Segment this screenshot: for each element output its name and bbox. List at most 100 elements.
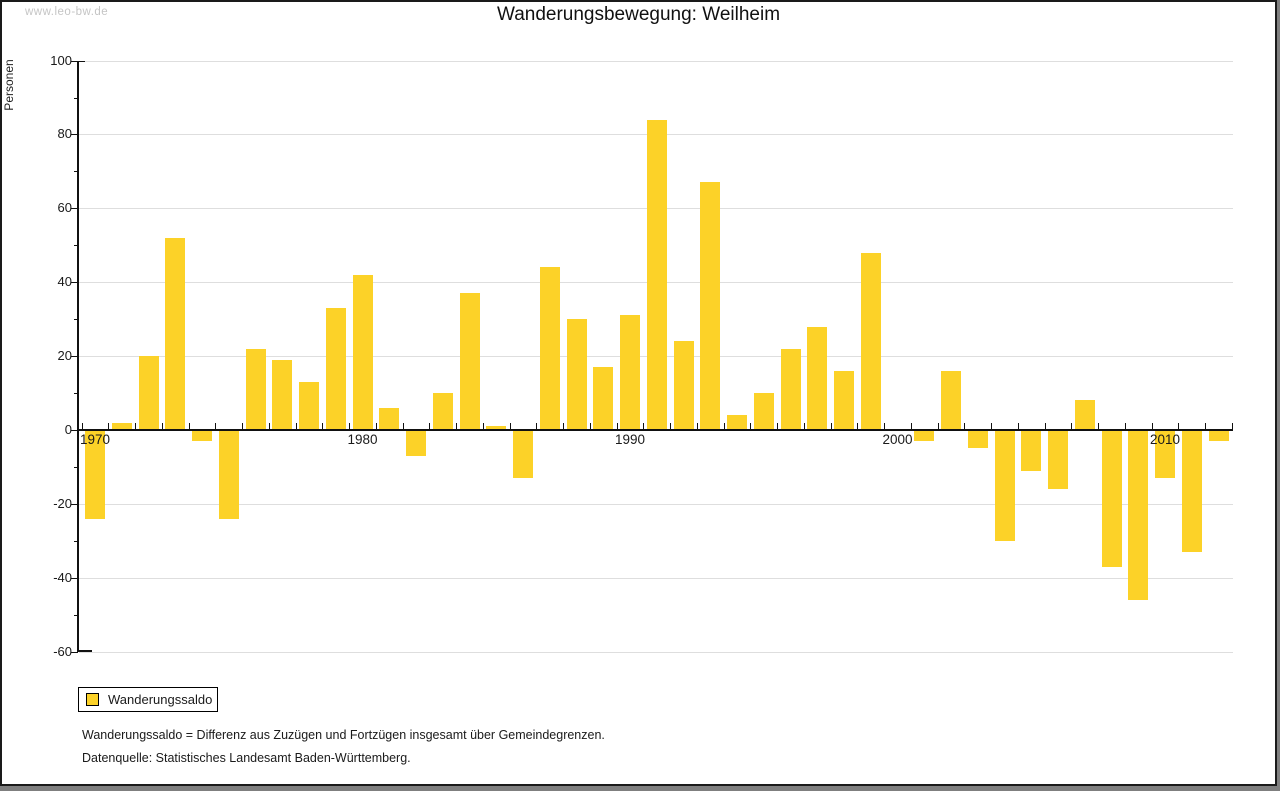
y-minor-tick — [73, 615, 78, 616]
bar-2012 — [1208, 430, 1229, 442]
y-tick — [70, 134, 78, 135]
bar-2006 — [1048, 430, 1068, 490]
x-tick-label: 1990 — [614, 432, 646, 447]
chart-title: Wanderungsbewegung: Weilheim — [496, 4, 781, 25]
y-minor-tick — [73, 319, 78, 320]
bar-1979 — [325, 308, 346, 430]
x-tick — [429, 423, 431, 429]
x-tick — [589, 423, 591, 429]
x-tick — [750, 423, 752, 429]
y-tick — [70, 356, 78, 357]
x-tick — [456, 423, 458, 429]
x-tick — [777, 423, 779, 429]
x-tick — [215, 423, 217, 429]
legend-label: Wanderungssaldo — [108, 692, 213, 707]
x-tick — [1044, 423, 1046, 429]
bar-1975 — [218, 430, 239, 519]
x-tick — [1205, 423, 1207, 429]
y-tick-label: 100 — [50, 53, 72, 68]
bar-1982 — [406, 430, 426, 456]
x-tick — [375, 423, 377, 429]
x-tick — [108, 423, 110, 429]
bar-2010 — [1155, 430, 1175, 479]
y-minor-tick — [73, 541, 78, 542]
bar-1999 — [860, 252, 881, 430]
bar-1985 — [486, 426, 507, 430]
footnote-source: Datenquelle: Statistisches Landesamt Bad… — [82, 751, 411, 765]
footnote-definition: Wanderungssaldo = Differenz aus Zuzügen … — [82, 728, 605, 742]
bar-1993 — [700, 182, 721, 430]
y-minor-tick — [73, 98, 78, 99]
bar-1986 — [513, 430, 533, 479]
bar-1970 — [85, 430, 105, 519]
bar-2007 — [1074, 400, 1095, 430]
y-tick — [70, 282, 78, 283]
y-axis-top-stub — [78, 60, 85, 63]
gridline — [78, 504, 1233, 505]
x-tick — [964, 423, 966, 429]
x-tick — [643, 423, 645, 429]
x-tick — [322, 423, 324, 429]
bar-2008 — [1101, 430, 1122, 567]
gridline — [78, 652, 1233, 653]
x-tick — [1098, 423, 1100, 429]
x-tick — [482, 423, 484, 429]
bar-1994 — [727, 415, 747, 430]
x-tick — [509, 423, 511, 429]
y-minor-tick — [73, 171, 78, 172]
y-minor-tick — [73, 467, 78, 468]
x-tick — [1178, 423, 1180, 429]
x-tick — [670, 423, 672, 429]
x-tick — [884, 423, 886, 429]
watermark: www.leo-bw.de — [25, 6, 109, 18]
y-tick — [70, 578, 78, 579]
x-tick — [857, 423, 859, 429]
bar-2001 — [914, 430, 935, 442]
x-tick-label: 1980 — [347, 432, 378, 447]
x-tick — [295, 423, 297, 429]
x-tick — [991, 423, 993, 429]
bar-1972 — [138, 356, 159, 430]
x-tick — [1071, 423, 1073, 429]
bar-1995 — [753, 393, 774, 430]
x-tick — [242, 423, 244, 429]
bar-1991 — [646, 119, 667, 430]
bar-1997 — [807, 326, 828, 430]
bar-1998 — [834, 370, 854, 430]
x-tick — [803, 423, 805, 429]
x-tick — [349, 423, 351, 429]
bar-2004 — [994, 430, 1015, 541]
x-tick — [188, 423, 190, 429]
bar-2005 — [1021, 430, 1042, 471]
gridline — [78, 61, 1233, 62]
x-tick — [830, 423, 832, 429]
x-tick — [563, 423, 565, 429]
x-tick — [536, 423, 538, 429]
y-tick-label: 60 — [57, 200, 72, 215]
bar-2003 — [967, 430, 988, 449]
x-tick — [81, 423, 83, 429]
legend: Wanderungssaldo — [78, 687, 218, 712]
x-tick — [937, 423, 939, 429]
bar-1981 — [379, 407, 400, 430]
bar-2011 — [1181, 430, 1202, 552]
bar-1983 — [432, 393, 453, 430]
x-tick — [402, 423, 404, 429]
bar-1990 — [620, 315, 640, 430]
x-tick — [723, 423, 725, 429]
y-tick — [70, 504, 78, 505]
gridline — [78, 578, 1233, 579]
bar-1973 — [165, 237, 186, 430]
x-tick — [1017, 423, 1019, 429]
bar-1989 — [593, 367, 614, 430]
y-tick-label: -40 — [53, 570, 72, 585]
legend-swatch-icon — [86, 693, 99, 706]
bar-1977 — [272, 359, 293, 430]
bar-1980 — [352, 274, 373, 430]
bar-1992 — [673, 341, 694, 430]
y-tick-label: 80 — [57, 126, 72, 141]
x-tick — [910, 423, 912, 429]
bar-1971 — [111, 422, 132, 430]
